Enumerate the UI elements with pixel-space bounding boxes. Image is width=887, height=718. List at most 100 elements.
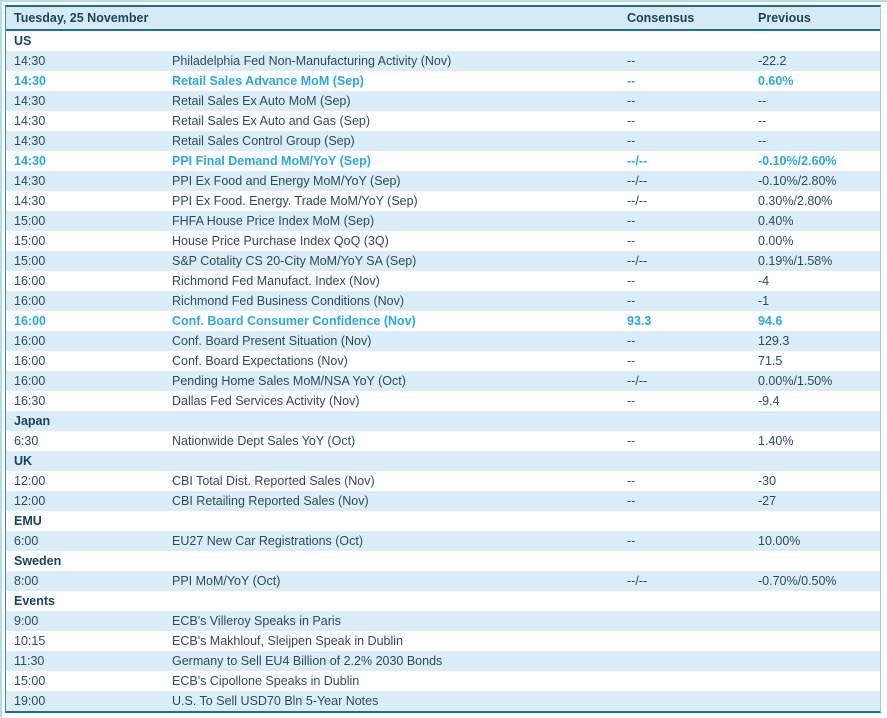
previous-cell: -0.70%/0.50% — [758, 574, 837, 588]
consensus-cell: --/-- — [627, 154, 648, 168]
time-cell: 19:00 — [14, 694, 46, 708]
event-cell: Pending Home Sales MoM/NSA YoY (Oct) — [172, 374, 406, 388]
event-cell: U.S. To Sell USD70 Bln 5-Year Notes — [172, 694, 379, 708]
time-cell: 16:00 — [14, 294, 46, 308]
time-cell: 14:30 — [14, 54, 46, 68]
consensus-cell: -- — [627, 74, 636, 88]
event-cell: Retail Sales Advance MoM (Sep) — [172, 74, 364, 88]
page-left-edge — [0, 0, 2, 718]
event-cell: PPI Final Demand MoM/YoY (Sep) — [172, 154, 371, 168]
previous-cell: -9.4 — [758, 394, 780, 408]
event-row: 14:30 PPI Ex Food. Energy. Trade MoM/YoY … — [6, 191, 880, 211]
event-cell: EU27 New Car Registrations (Oct) — [172, 534, 364, 548]
previous-cell: -- — [758, 114, 767, 128]
event-cell: CBI Total Dist. Reported Sales (Nov) — [172, 474, 375, 488]
consensus-cell: -- — [627, 534, 636, 548]
time-cell: 9:00 — [14, 614, 39, 628]
table-header-row: Tuesday, 25 November Consensus Previous — [6, 7, 880, 31]
previous-cell: -0.10%/2.80% — [758, 174, 837, 188]
time-cell: 14:30 — [14, 94, 46, 108]
event-cell: Richmond Fed Business Conditions (Nov) — [172, 294, 405, 308]
section-label: Events — [14, 594, 55, 608]
consensus-cell: -- — [627, 54, 636, 68]
event-cell: PPI MoM/YoY (Oct) — [172, 574, 281, 588]
previous-cell: 0.30%/2.80% — [758, 194, 833, 208]
event-row: 6:30 Nationwide Dept Sales YoY (Oct) -- 1.4… — [6, 431, 880, 451]
time-cell: 16:00 — [14, 374, 46, 388]
previous-cell — [750, 691, 880, 711]
section-header-us: US — [6, 31, 880, 51]
section-header-uk: UK — [6, 451, 880, 471]
page-top-edge — [0, 0, 887, 2]
event-row: 12:00 CBI Total Dist. Reported Sales (Nov… — [6, 471, 880, 491]
event-cell: Retail Sales Control Group (Sep) — [172, 134, 355, 148]
consensus-cell: --/-- — [627, 254, 648, 268]
event-cell: ECB's Cipollone Speaks in Dublin — [172, 674, 360, 688]
time-cell: 12:00 — [14, 494, 46, 508]
consensus-cell: -- — [627, 354, 636, 368]
event-row: 14:30 Philadelphia Fed Non-Manufacturing … — [6, 51, 880, 71]
consensus-cell: 93.3 — [627, 314, 652, 328]
section-label: UK — [14, 454, 33, 468]
event-cell: PPI Ex Food and Energy MoM/YoY (Sep) — [172, 174, 401, 188]
consensus-cell — [619, 671, 750, 691]
previous-cell: -4 — [758, 274, 770, 288]
event-row: 16:00 Conf. Board Expectations (Nov) -- 71.… — [6, 351, 880, 371]
previous-cell: -- — [758, 134, 767, 148]
consensus-cell: -- — [627, 94, 636, 108]
time-cell: 15:00 — [14, 234, 46, 248]
event-row: 10:15 ECB's Makhlouf, Sleijpen Speak in D… — [6, 631, 880, 651]
time-cell: 15:00 — [14, 254, 46, 268]
previous-cell: 129.3 — [758, 334, 790, 348]
time-cell: 15:00 — [14, 674, 46, 688]
section-label: EMU — [14, 514, 42, 528]
consensus-cell: -- — [627, 334, 636, 348]
event-row: 16:00 Conf. Board Present Situation (Nov)… — [6, 331, 880, 351]
event-row: 16:00 Pending Home Sales MoM/NSA YoY (Oct… — [6, 371, 880, 391]
event-cell: Conf. Board Consumer Confidence (Nov) — [172, 314, 416, 328]
previous-cell: -1 — [758, 294, 770, 308]
event-row: 12:00 CBI Retailing Reported Sales (Nov) -… — [6, 491, 880, 511]
previous-cell: 0.19%/1.58% — [758, 254, 833, 268]
consensus-cell: --/-- — [627, 194, 648, 208]
time-cell: 16:00 — [14, 354, 46, 368]
time-cell: 14:30 — [14, 154, 46, 168]
event-cell: S&P Cotality CS 20-City MoM/YoY SA (Sep) — [172, 254, 417, 268]
event-row: 6:00 EU27 New Car Registrations (Oct) -- 10… — [6, 531, 880, 551]
time-cell: 16:00 — [14, 314, 46, 328]
previous-column-header: Previous — [758, 11, 811, 25]
date-header: Tuesday, 25 November — [14, 11, 149, 25]
consensus-cell: -- — [627, 274, 636, 288]
previous-cell: -22.2 — [758, 54, 787, 68]
event-row: 16:00 Richmond Fed Business Conditions (N… — [6, 291, 880, 311]
consensus-cell: -- — [627, 294, 636, 308]
event-cell: FHFA House Price Index MoM (Sep) — [172, 214, 375, 228]
consensus-cell: -- — [627, 474, 636, 488]
event-cell: Conf. Board Expectations (Nov) — [172, 354, 348, 368]
time-cell: 10:15 — [14, 634, 46, 648]
section-header-emu: EMU — [6, 511, 880, 531]
time-cell: 16:30 — [14, 394, 46, 408]
previous-cell — [750, 671, 880, 691]
time-cell: 12:00 — [14, 474, 46, 488]
previous-cell: 0.00%/1.50% — [758, 374, 833, 388]
time-cell: 11:30 — [14, 654, 45, 668]
previous-cell: -27 — [758, 494, 777, 508]
section-label: Japan — [14, 414, 51, 428]
consensus-cell: -- — [627, 134, 636, 148]
table-body: US 14:30 Philadelphia Fed Non-Manufacturin… — [6, 31, 880, 711]
time-cell: 14:30 — [14, 134, 46, 148]
time-cell: 16:00 — [14, 274, 46, 288]
event-row: 19:00 U.S. To Sell USD70 Bln 5-Year Notes — [6, 691, 880, 711]
event-row: 14:30 PPI Ex Food and Energy MoM/YoY (Sep… — [6, 171, 880, 191]
previous-cell: 10.00% — [758, 534, 801, 548]
event-row: 15:00 ECB's Cipollone Speaks in Dublin — [6, 671, 880, 691]
consensus-cell: --/-- — [627, 574, 648, 588]
event-cell: Retail Sales Ex Auto and Gas (Sep) — [172, 114, 371, 128]
time-cell: 14:30 — [14, 174, 46, 188]
event-cell: Nationwide Dept Sales YoY (Oct) — [172, 434, 356, 448]
event-row: 16:00 Richmond Fed Manufact. Index (Nov) -… — [6, 271, 880, 291]
previous-cell: 0.60% — [758, 74, 794, 88]
previous-cell — [750, 631, 880, 651]
time-cell: 6:00 — [14, 534, 39, 548]
